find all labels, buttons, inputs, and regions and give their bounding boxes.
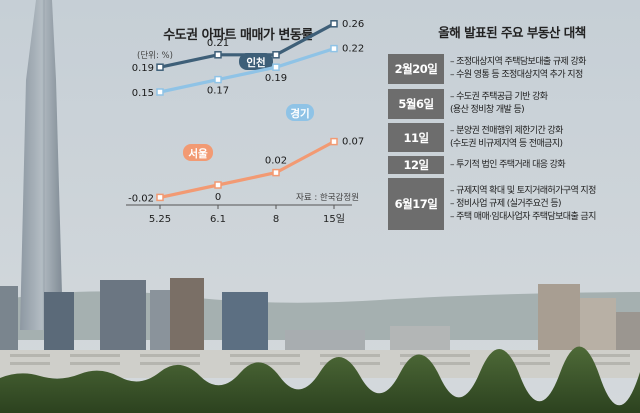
series-name-badge — [286, 104, 314, 121]
series-line-2 — [159, 140, 335, 199]
x-tick-label: 5.25 — [149, 214, 171, 225]
data-point — [330, 20, 338, 28]
series-name-label: 경기 — [290, 107, 309, 120]
policy-item: (용산 정비창 개발 등) — [450, 105, 525, 115]
policy-item: – 조정대상지역 주택담보대출 규제 강화 — [450, 57, 586, 67]
policy-title: 올해 발표된 주요 부동산 대책 — [438, 25, 586, 40]
series-name-badge — [239, 53, 273, 70]
data-label: 0.26 — [342, 19, 364, 30]
data-label: 0.15 — [132, 88, 154, 99]
policy-item: – 분양권 전매행위 제한기간 강화 — [450, 125, 563, 136]
data-label: 0.22 — [342, 44, 364, 55]
policy-date: 12일 — [388, 156, 444, 174]
policy-item: – 주택 매매·임대사업자 주택담보대출 금지 — [450, 211, 596, 222]
policy-item: – 수원 영통 등 조정대상지역 추가 지정 — [450, 70, 583, 80]
x-tick-label: 15일 — [323, 213, 345, 225]
data-point — [272, 168, 280, 177]
policy-items: – 투기적 법인 주택거래 대응 강화 — [444, 159, 636, 172]
policy-date: 11일 — [388, 123, 444, 152]
data-label: 0 — [215, 192, 221, 203]
data-point — [156, 193, 164, 202]
series-name-label: 서울 — [188, 147, 208, 160]
policy-row: 12일 – 투기적 법인 주택거래 대응 강화 — [388, 156, 636, 174]
data-point — [272, 63, 280, 71]
data-point — [214, 181, 222, 189]
policy-items: – 수도권 주택공급 기반 강화 (용산 정비창 개발 등) — [444, 91, 636, 117]
data-point — [156, 88, 164, 96]
policy-item: – 수도권 주택공급 기반 강화 — [450, 92, 548, 102]
policy-item: – 투기적 법인 주택거래 대응 강화 — [450, 159, 566, 170]
policy-row: 11일 – 분양권 전매행위 제한기간 강화 (수도권 비규제지역 등 전매금지) — [388, 123, 636, 152]
policy-item: – 규제지역 확대 및 토지거래허가구역 지정 — [450, 185, 596, 196]
data-point — [156, 63, 164, 71]
policy-date: 6월17일 — [388, 178, 444, 230]
data-point — [272, 51, 280, 59]
policy-row: 6월17일 – 규제지역 확대 및 토지거래허가구역 지정 – 정비사업 규제 (실… — [388, 178, 636, 230]
source-note: 자료 : 한국감정원 — [296, 192, 359, 203]
policy-date: 5월6일 — [388, 89, 444, 119]
data-label: 0.17 — [207, 86, 229, 97]
data-label: 0.02 — [265, 156, 287, 167]
data-point — [214, 51, 222, 59]
policy-item: (수도권 비규제지역 등 전매금지) — [450, 138, 563, 149]
data-label: 0.19 — [265, 73, 287, 84]
x-tick-label: 8 — [273, 214, 279, 225]
series-name-label: 인천 — [246, 56, 265, 69]
x-tick-label: 6.1 — [210, 214, 226, 225]
policy-date: 2월20일 — [388, 54, 444, 84]
unit-label: (단위: %) — [137, 50, 173, 61]
policy-panel: 올해 발표된 주요 부동산 대책 2월20일 – 조정대상지역 주택담보대출 규제… — [388, 22, 636, 234]
policy-row: 5월6일 – 수도권 주택공급 기반 강화 (용산 정비창 개발 등) — [388, 89, 636, 119]
data-point — [214, 75, 222, 84]
series-name-badge — [183, 144, 213, 161]
data-point — [330, 44, 338, 53]
policy-item: – 정비사업 규제 (실거주요건 등) — [450, 198, 562, 209]
chart-title: 수도권 아파트 매매가 변동률 — [163, 27, 313, 43]
data-label: -0.02 — [128, 193, 154, 204]
policy-row: 2월20일 – 조정대상지역 주택담보대출 규제 강화 – 수원 영통 등 조정대상… — [388, 54, 636, 84]
policy-items: – 조정대상지역 주택담보대출 규제 강화 – 수원 영통 등 조정대상지역 추가… — [444, 56, 636, 82]
policy-items: – 분양권 전매행위 제한기간 강화 (수도권 비규제지역 등 전매금지) — [444, 125, 636, 151]
data-label: 0.07 — [342, 137, 364, 148]
data-label: 0.21 — [207, 38, 229, 49]
data-label: 0.19 — [132, 63, 154, 74]
policy-items: – 규제지역 확대 및 토지거래허가구역 지정 – 정비사업 규제 (실거주요건 … — [444, 185, 636, 224]
series-line-1 — [159, 47, 335, 94]
data-point — [330, 137, 338, 146]
